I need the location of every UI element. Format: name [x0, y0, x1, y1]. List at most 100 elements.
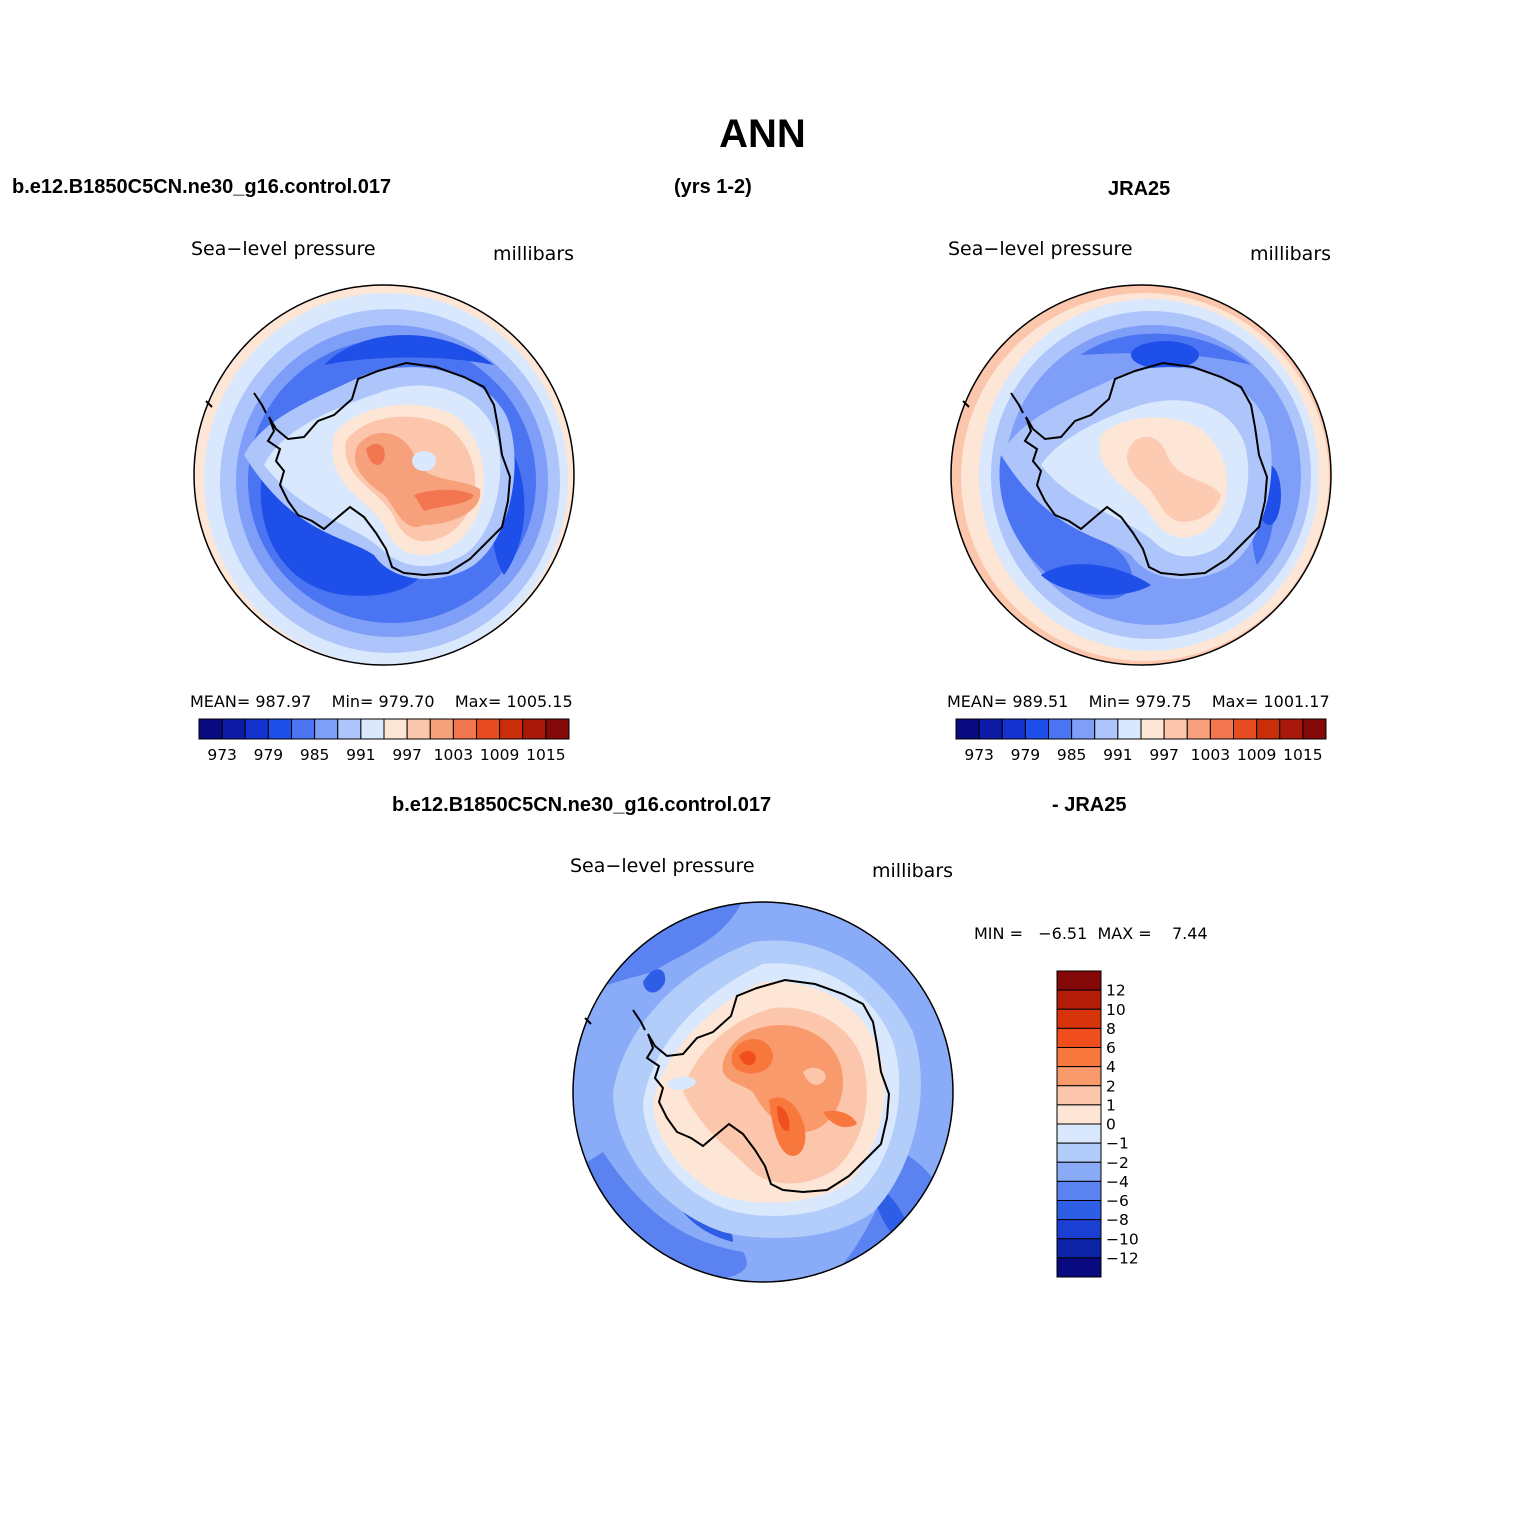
- obs-colorbar-tick-label: 979: [1011, 746, 1041, 764]
- diff-colorbar-tick-label: 2: [1106, 1077, 1116, 1095]
- obs-colorbar-swatch: [1094, 718, 1119, 740]
- obs-colorbar-swatch: [1001, 718, 1026, 740]
- model-colorbar-tick-label: 997: [392, 746, 422, 764]
- diff-colorbar-swatch: [1056, 1238, 1102, 1259]
- model-colorbar-swatch: [267, 718, 292, 740]
- model-colorbar-swatch: [244, 718, 269, 740]
- obs-colorbar-swatch: [1117, 718, 1142, 740]
- model-colorbar-swatch: [499, 718, 524, 740]
- obs-colorbar-swatch: [955, 718, 980, 740]
- diff-colorbar-swatch: [1056, 1161, 1102, 1182]
- model-colorbar-tick-label: 973: [207, 746, 237, 764]
- diff-colorbar-tick-label: −10: [1106, 1230, 1139, 1248]
- obs-colorbar-swatch: [1256, 718, 1281, 740]
- diff-colorbar-tick-label: 1: [1106, 1096, 1116, 1114]
- model-stats: MEAN= 987.97 Min= 979.70 Max= 1005.15: [190, 692, 573, 711]
- diff-obs-label: - JRA25: [1052, 794, 1127, 816]
- model-colorbar: 973 979 985 991 997 1003 1009 1015: [198, 718, 570, 764]
- model-colorbar-swatch: [406, 718, 431, 740]
- diff-colorbar-swatch: [1056, 970, 1102, 991]
- obs-colorbar-tick-label: 991: [1103, 746, 1133, 764]
- model-colorbar-swatch: [522, 718, 547, 740]
- diff-case-label: b.e12.B1850C5CN.ne30_g16.control.017: [392, 794, 772, 816]
- diff-colorbar-tick-label: 10: [1106, 1001, 1126, 1019]
- diff-colorbar-swatch: [1056, 1104, 1102, 1125]
- obs-colorbar-tick-label: 973: [964, 746, 994, 764]
- obs-colorbar-swatch: [1302, 718, 1327, 740]
- diff-colorbar-tick-label: 12: [1106, 982, 1126, 1000]
- obs-colorbar-tick-label: 985: [1057, 746, 1087, 764]
- model-units-label: millibars: [493, 243, 575, 265]
- obs-stats: MEAN= 989.51 Min= 979.75 Max= 1001.17: [947, 692, 1330, 711]
- diff-colorbar-tick-label: 8: [1106, 1020, 1116, 1038]
- obs-colorbar-swatch: [1163, 718, 1188, 740]
- diff-colorbar-tick-label: −1: [1106, 1135, 1129, 1153]
- obs-colorbar-tick-label: 1009: [1237, 746, 1276, 764]
- diff-colorbar-tick-label: −8: [1106, 1211, 1129, 1229]
- obs-units-label: millibars: [1250, 243, 1332, 265]
- diff-colorbar-swatch: [1056, 1027, 1102, 1048]
- diff-colorbar-tick-label: 0: [1106, 1116, 1116, 1134]
- page-title: ANN: [719, 112, 806, 156]
- model-colorbar-swatch: [291, 718, 316, 740]
- diff-colorbar-swatch: [1056, 1066, 1102, 1087]
- obs-variable-label: Sea−level pressure: [948, 238, 1133, 260]
- diff-colorbar-swatch: [1056, 1180, 1102, 1201]
- model-colorbar-tick-label: 979: [254, 746, 284, 764]
- diff-colorbar-tick-label: −2: [1106, 1154, 1129, 1172]
- model-colorbar-swatch: [545, 718, 570, 740]
- obs-colorbar-swatch: [1071, 718, 1096, 740]
- obs-colorbar-swatch: [978, 718, 1003, 740]
- model-colorbar-swatch: [314, 718, 339, 740]
- diff-colorbar-tick-label: 6: [1106, 1039, 1116, 1057]
- model-colorbar-swatch: [452, 718, 477, 740]
- diff-colorbar-swatch: [1056, 1085, 1102, 1106]
- diff-colorbar-tick-label: 4: [1106, 1058, 1116, 1076]
- obs-colorbar-swatch: [1186, 718, 1211, 740]
- model-colorbar-swatch: [476, 718, 501, 740]
- obs-colorbar-swatch: [1279, 718, 1304, 740]
- obs-colorbar-swatch: [1209, 718, 1234, 740]
- model-colorbar-tick-label: 1003: [434, 746, 473, 764]
- diff-colorbar-tick-label: −6: [1106, 1192, 1129, 1210]
- obs-label: JRA25: [1108, 178, 1171, 200]
- model-colorbar-tick-label: 1015: [526, 746, 565, 764]
- diff-colorbar-swatch: [1056, 1123, 1102, 1144]
- model-colorbar-swatch: [198, 718, 223, 740]
- model-colorbar-tick-label: 985: [300, 746, 330, 764]
- model-colorbar-swatch: [429, 718, 454, 740]
- model-polar-map: [193, 284, 575, 666]
- diff-polar-map: [572, 901, 954, 1283]
- obs-colorbar: 973 979 985 991 997 1003 1009 1015: [955, 718, 1327, 764]
- model-case-label: b.e12.B1850C5CN.ne30_g16.control.017: [12, 176, 392, 198]
- obs-polar-map: [950, 284, 1332, 666]
- model-colorbar-swatch: [360, 718, 385, 740]
- diff-colorbar-tick-label: −12: [1106, 1249, 1139, 1267]
- diff-colorbar-swatch: [1056, 1257, 1102, 1278]
- model-colorbar-tick-label: 1009: [480, 746, 519, 764]
- diff-colorbar-swatch: [1056, 989, 1102, 1010]
- obs-colorbar-tick-label: 997: [1149, 746, 1179, 764]
- diff-colorbar-tick-label: −4: [1106, 1173, 1129, 1191]
- years-label: (yrs 1-2): [674, 176, 752, 198]
- diff-colorbar-swatch: [1056, 1008, 1102, 1029]
- obs-colorbar-swatch: [1233, 718, 1258, 740]
- obs-colorbar-tick-label: 1015: [1283, 746, 1322, 764]
- obs-colorbar-swatch: [1140, 718, 1165, 740]
- diff-variable-label: Sea−level pressure: [570, 855, 755, 877]
- diff-colorbar-swatch: [1056, 1142, 1102, 1163]
- model-colorbar-tick-label: 991: [346, 746, 376, 764]
- model-colorbar-swatch: [337, 718, 362, 740]
- model-variable-label: Sea−level pressure: [191, 238, 376, 260]
- diff-colorbar-swatch: [1056, 1200, 1102, 1221]
- diff-stats: MIN = −6.51 MAX = 7.44: [974, 924, 1208, 943]
- diff-units-label: millibars: [872, 860, 954, 882]
- diff-colorbar-swatch: [1056, 1047, 1102, 1068]
- obs-colorbar-tick-label: 1003: [1191, 746, 1230, 764]
- obs-colorbar-swatch: [1048, 718, 1073, 740]
- obs-colorbar-swatch: [1024, 718, 1049, 740]
- model-colorbar-swatch: [383, 718, 408, 740]
- diff-colorbar-swatch: [1056, 1219, 1102, 1240]
- model-colorbar-swatch: [221, 718, 246, 740]
